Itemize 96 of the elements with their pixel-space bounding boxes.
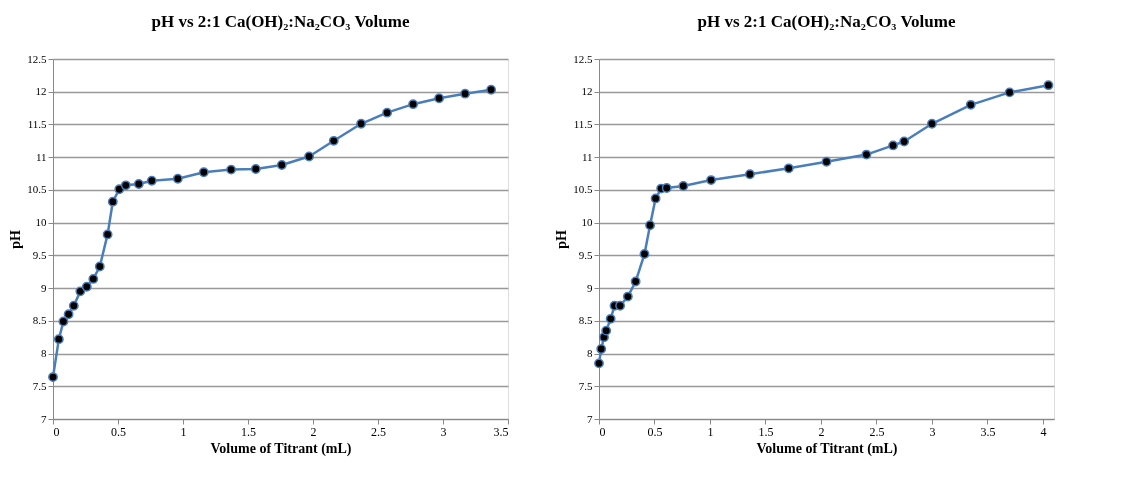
point bbox=[630, 276, 641, 287]
y-tick-label: 10.5 bbox=[573, 183, 593, 196]
y-tick-label: 7.5 bbox=[32, 379, 47, 392]
point bbox=[706, 175, 717, 186]
point bbox=[650, 193, 661, 204]
x-tick-label: 1.5 bbox=[758, 424, 774, 439]
point bbox=[744, 169, 755, 180]
y-tick-label: 11 bbox=[581, 150, 593, 163]
point bbox=[102, 229, 113, 240]
point bbox=[678, 181, 689, 191]
y-tick-label: 8.5 bbox=[32, 314, 47, 327]
y-tick-label: 12 bbox=[581, 85, 593, 98]
point bbox=[408, 99, 419, 110]
point bbox=[661, 183, 672, 193]
x-axis-title: Volume of Titrant (mL) bbox=[210, 440, 352, 457]
point bbox=[486, 84, 497, 95]
point bbox=[460, 88, 471, 99]
point bbox=[601, 325, 612, 336]
y-tick-label: 12 bbox=[35, 85, 47, 98]
point bbox=[107, 196, 118, 207]
point bbox=[639, 249, 650, 259]
point bbox=[615, 300, 626, 311]
point bbox=[434, 93, 445, 104]
point bbox=[1004, 87, 1015, 98]
point bbox=[250, 164, 261, 174]
point bbox=[120, 180, 131, 191]
y-axis-title: pH bbox=[8, 230, 24, 249]
y-tick-label: 8 bbox=[41, 347, 47, 360]
point bbox=[146, 175, 157, 186]
y-tick-label: 8 bbox=[587, 347, 593, 360]
x-tick-label: 2 bbox=[310, 424, 317, 439]
point bbox=[94, 261, 105, 272]
point bbox=[622, 291, 633, 302]
point bbox=[63, 309, 74, 320]
x-tick-label: 3.5 bbox=[493, 424, 509, 439]
point bbox=[276, 160, 287, 170]
chart-title: pH vs 2:1 Ca(OH)₂:Na₂CO₃ Volume bbox=[151, 12, 410, 31]
x-tick-label: 2 bbox=[818, 424, 825, 439]
point bbox=[81, 281, 92, 292]
point bbox=[965, 99, 976, 110]
x-tick-label: 3 bbox=[440, 424, 447, 439]
point bbox=[198, 167, 209, 178]
x-tick-label: 3.5 bbox=[980, 424, 996, 439]
x-tick-label: 1 bbox=[707, 424, 714, 439]
point bbox=[1043, 80, 1054, 91]
point bbox=[888, 140, 899, 151]
x-tick-label: 0.5 bbox=[647, 424, 663, 439]
y-tick-label: 9 bbox=[41, 281, 47, 294]
y-tick-label: 8.5 bbox=[578, 314, 593, 327]
x-tick-label: 4 bbox=[1040, 424, 1047, 439]
y-tick-label: 7.5 bbox=[578, 379, 593, 392]
y-tick-label: 7 bbox=[587, 412, 593, 425]
x-tick-label: 0 bbox=[53, 424, 60, 439]
y-tick-label: 10 bbox=[581, 216, 593, 229]
x-tick-label: 1 bbox=[180, 424, 187, 439]
point bbox=[382, 107, 393, 118]
y-tick-label: 12.5 bbox=[573, 52, 593, 65]
y-tick-label: 9.5 bbox=[578, 248, 593, 261]
y-tick-label: 11.5 bbox=[573, 117, 593, 130]
y-tick-label: 11 bbox=[35, 150, 47, 163]
point bbox=[594, 358, 604, 369]
chart-title: pH vs 2:1 Ca(OH)₂:Na₂CO₃ Volume bbox=[697, 12, 956, 31]
y-tick-label: 12.5 bbox=[27, 52, 47, 65]
point bbox=[68, 300, 79, 311]
point bbox=[133, 179, 144, 189]
y-tick-label: 9 bbox=[587, 281, 593, 294]
x-axis-title: Volume of Titrant (mL) bbox=[756, 440, 898, 457]
y-tick-label: 10.5 bbox=[27, 183, 47, 196]
x-tick-label: 1.5 bbox=[241, 424, 256, 439]
point bbox=[48, 372, 58, 383]
point bbox=[861, 149, 872, 160]
x-tick-label: 2.5 bbox=[869, 424, 885, 439]
point bbox=[226, 164, 237, 175]
y-tick-label: 7 bbox=[41, 412, 47, 425]
point bbox=[821, 156, 832, 167]
x-tick-label: 0 bbox=[599, 424, 606, 439]
point bbox=[783, 163, 794, 174]
point bbox=[88, 274, 99, 284]
point bbox=[58, 316, 69, 327]
point bbox=[899, 136, 910, 147]
point bbox=[328, 135, 339, 146]
point bbox=[304, 151, 315, 162]
y-tick-label: 10 bbox=[35, 216, 47, 229]
point bbox=[596, 344, 607, 354]
point bbox=[53, 334, 64, 345]
y-tick-label: 9.5 bbox=[32, 248, 47, 261]
y-axis-title: pH bbox=[554, 230, 570, 249]
point bbox=[172, 173, 183, 184]
x-tick-label: 2.5 bbox=[371, 424, 386, 439]
point bbox=[605, 313, 616, 324]
point bbox=[926, 118, 937, 129]
x-tick-label: 3 bbox=[929, 424, 936, 439]
x-tick-label: 0.5 bbox=[111, 424, 126, 439]
point bbox=[645, 220, 655, 231]
y-tick-label: 11.5 bbox=[27, 117, 47, 130]
point bbox=[356, 118, 367, 129]
